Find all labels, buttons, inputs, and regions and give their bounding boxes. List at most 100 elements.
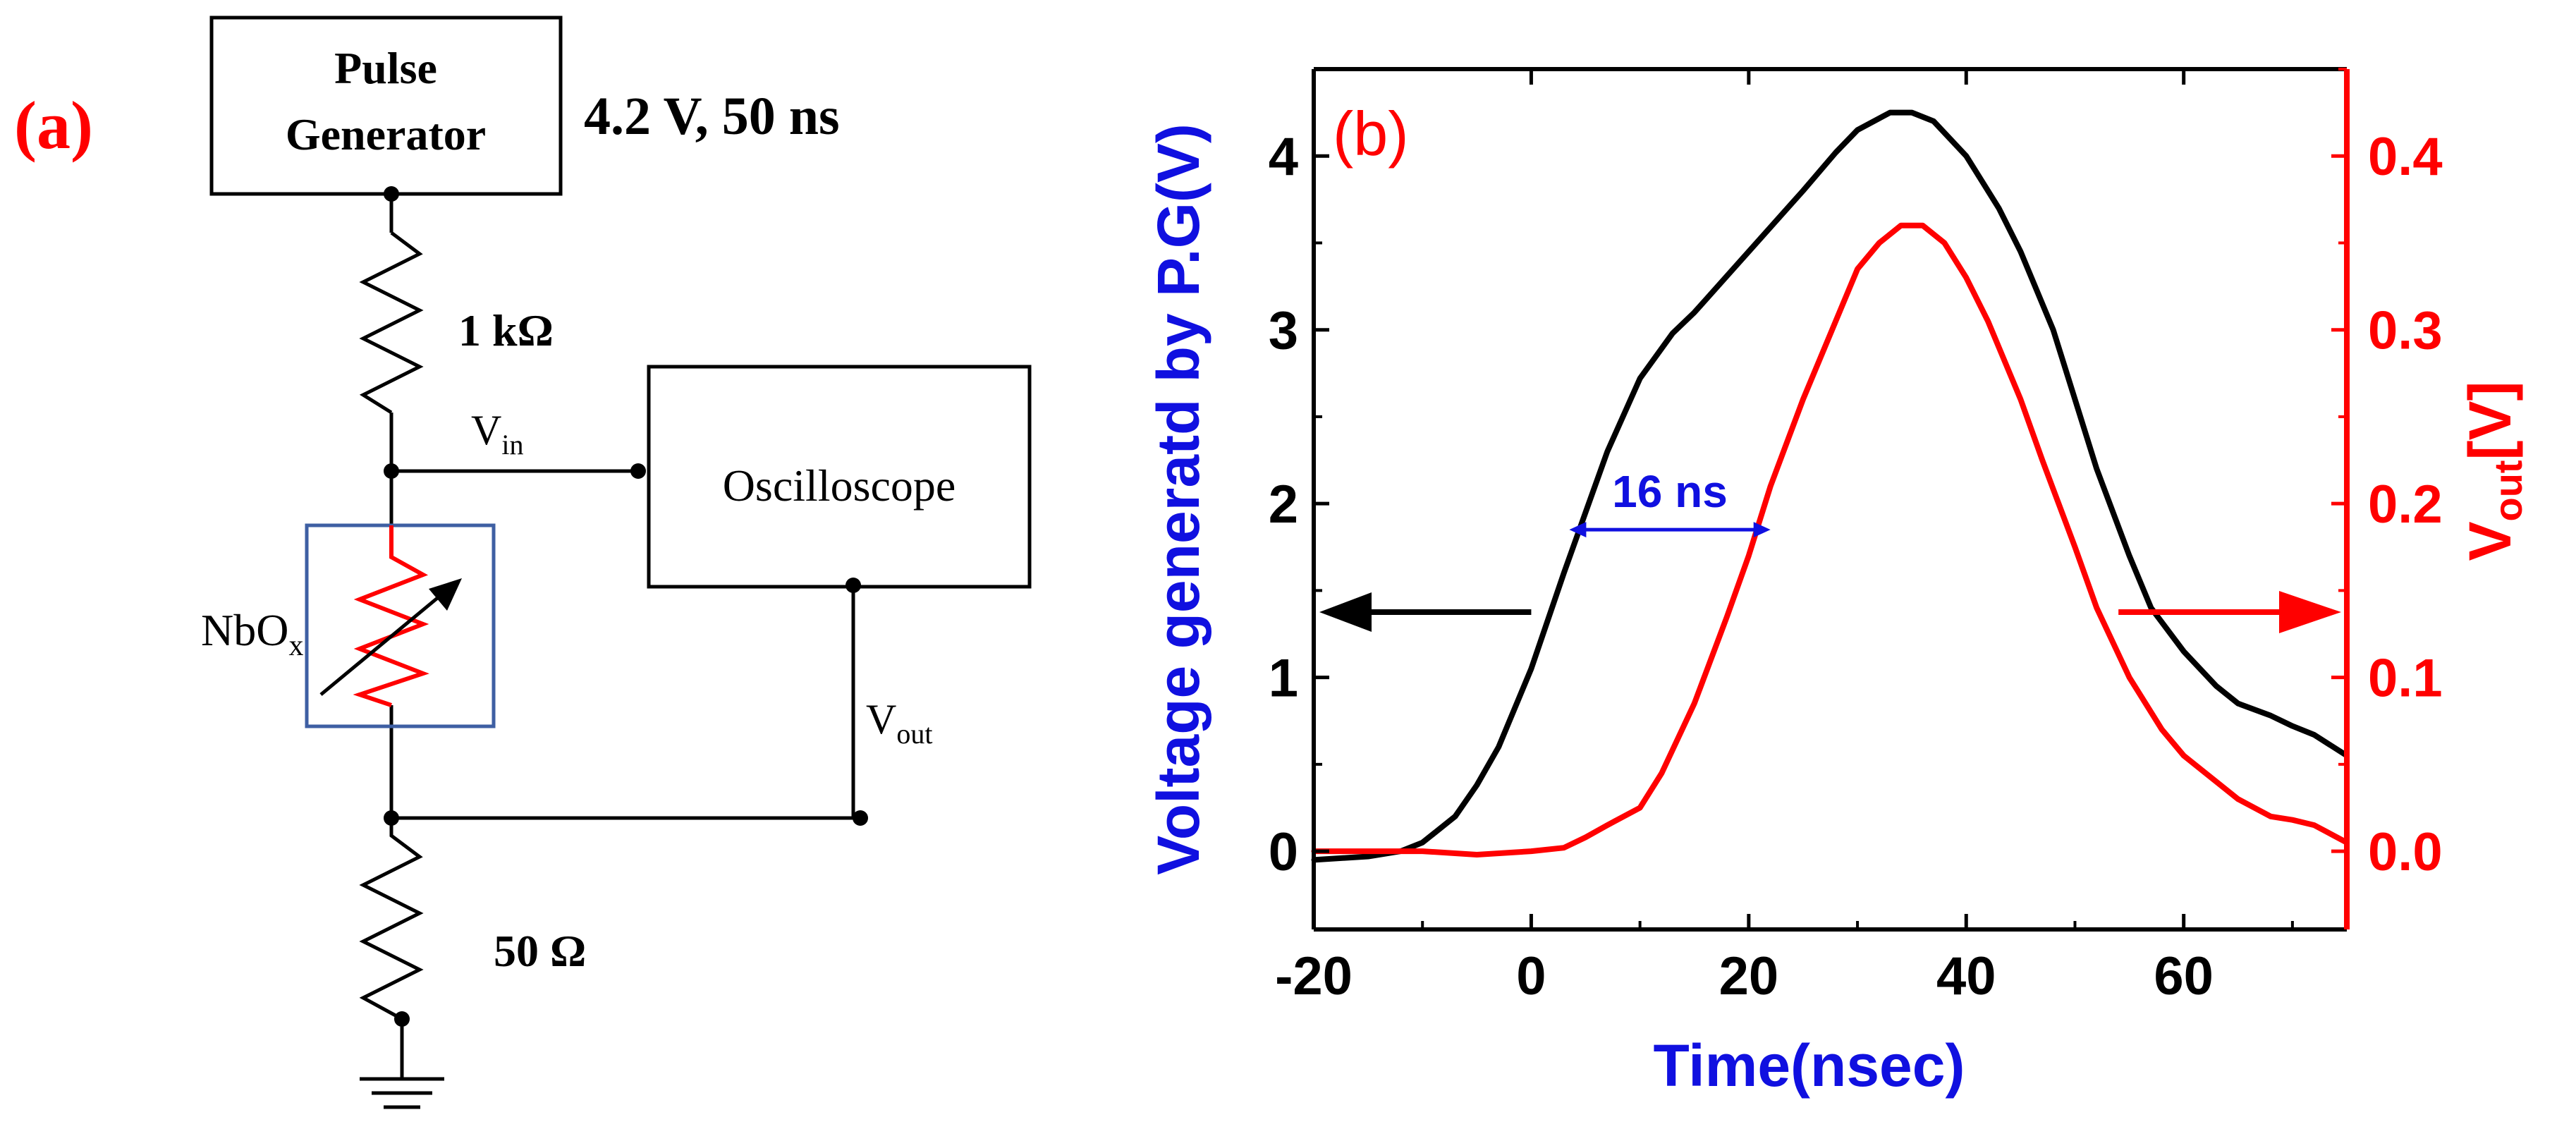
series-point-0 [1561,570,1567,576]
series-point-0 [2290,724,2295,729]
series-point-0 [2073,396,2077,402]
chart-panel: (b) Voltage generatd by P.G(V) Time(nsec… [1145,67,2530,1099]
series-point-0 [1996,205,2001,211]
y-left-tick-label: 4 [1269,127,1298,187]
device-label: NbOx [201,605,303,662]
series-point-0 [1963,153,1969,159]
series-point-1 [2312,822,2317,828]
series-point-1 [2159,727,2165,733]
x-tick-label: 40 [1936,946,1996,1006]
series-point-1 [2018,396,2023,402]
series-point-1 [1985,318,1991,324]
y-right-tick-label: 0.2 [2368,475,2443,535]
left-axis-indicator-arrowhead [1319,592,1372,632]
delay-annotation-label: 16 ns [1612,466,1728,517]
series-point-1 [1724,614,1730,619]
delay-annotation-arrowhead-left [1569,522,1587,538]
y-right-tick-label: 0.4 [2368,127,2443,187]
x-tick-label: 0 [1516,946,1546,1006]
panel-a-label: (a) [14,87,93,163]
series-point-1 [2039,458,2045,463]
y-left-tick-label: 3 [1269,301,1298,361]
variable-arrow-head [429,578,462,611]
series-point-1 [1833,318,1838,324]
y-left-tick-label: 0 [1269,822,1298,882]
series-point-0 [1365,854,1371,859]
series-point-1 [1920,223,1926,228]
node-dot [384,186,399,202]
resistor-50-label: 50 Ω [494,926,586,976]
pulse-generator-label-line2: Generator [286,109,486,159]
pulse-generator-label-line1: Pulse [334,43,437,93]
right-axis-indicator-arrowhead [2279,591,2341,633]
series-point-0 [1420,840,1425,846]
delay-annotation-arrowhead-right [1753,522,1771,538]
series-point-1 [1365,848,1371,854]
node-dot [384,810,399,826]
series-point-0 [1833,149,1838,155]
series-point-0 [1637,376,1643,382]
series-point-0 [2181,649,2187,654]
series-point-1 [2181,753,2187,758]
series-point-1 [1768,484,1774,489]
node-dot [853,810,868,826]
series-point-0 [1474,782,1479,788]
series-point-0 [2268,713,2273,719]
series-point-1 [1561,845,1567,850]
series-point-1 [2290,817,2295,823]
nbox-resistor [353,525,429,707]
series-point-1 [1420,848,1425,854]
series-line-0 [1313,109,2349,863]
series-point-0 [1800,188,1806,193]
series-point-1 [2214,779,2219,784]
series-point-0 [1670,331,1675,336]
series-point-0 [2127,553,2132,559]
y-right-tick-label: 0.1 [2368,649,2443,709]
series-point-1 [1800,396,1806,402]
series-point-0 [1604,448,1610,454]
series-point-1 [2268,814,2273,819]
series-point-0 [2018,249,2023,255]
series-point-0 [1746,249,1752,255]
y-right-tick-label: 0.3 [2368,301,2443,361]
series-point-1 [1474,852,1479,858]
series-point-0 [1453,814,1458,819]
vin-label: Vin [471,407,523,460]
x-axis-label: Time(nsec) [1654,1032,1965,1099]
series-point-1 [1528,848,1534,854]
x-tick-label: 60 [2154,946,2214,1006]
series-point-1 [1637,805,1643,810]
series-point-1 [1941,240,1947,245]
series-point-0 [1583,510,1588,515]
series-line-1 [1314,222,2348,858]
pulse-spec: 4.2 V, 50 ns [584,87,840,146]
series-point-0 [1496,744,1501,750]
series-point-0 [1528,666,1534,671]
series-point-1 [2127,675,2132,681]
oscilloscope-box [647,365,1032,589]
plot-layer: -20 0 20 40 60 0 1 2 3 4 0.0 0.1 0.2 0.3 0.4 [1269,67,2443,1006]
series-point-1 [1692,701,1697,707]
node-dot [630,463,646,479]
x-tick-label: -20 [1275,946,1353,1006]
series-point-0 [1855,127,1860,133]
series-point-1 [2073,544,2077,550]
series-point-1 [1855,266,1860,271]
vout-label: Vout [866,696,932,750]
series-point-1 [1659,770,1664,776]
series-point-1 [1746,553,1752,559]
x-tick-label: 20 [1719,946,1779,1006]
resistor-1k-label: 1 kΩ [458,305,554,355]
node-dot [394,1011,410,1027]
series-point-0 [2312,732,2317,738]
device-box [305,523,496,728]
series-point-0 [2051,327,2056,333]
y-left-tick-label: 2 [1269,475,1298,535]
y-axis-left-label: Voltage generatd by P.G(V) [1145,123,1211,875]
series-point-1 [1898,223,1904,228]
panel-b-label: (b) [1333,99,1409,169]
resistor-1k [359,231,424,415]
series-point-0 [2094,466,2099,472]
oscilloscope-label: Oscilloscope [723,460,956,511]
